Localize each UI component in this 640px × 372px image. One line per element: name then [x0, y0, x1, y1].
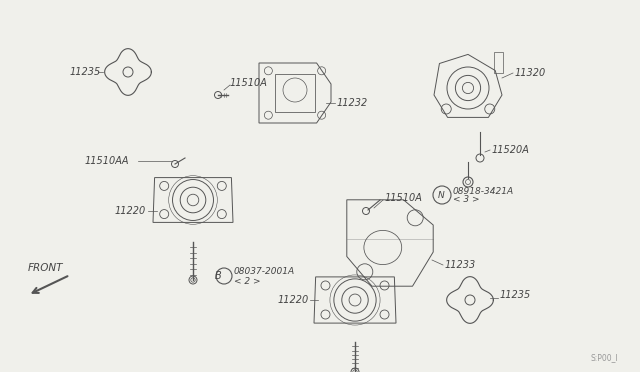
- Text: 11220: 11220: [278, 295, 309, 305]
- Text: 11520A: 11520A: [492, 145, 530, 155]
- Text: 11235: 11235: [500, 290, 531, 300]
- Text: 11320: 11320: [515, 68, 547, 78]
- Text: < 2 >: < 2 >: [234, 276, 260, 285]
- Text: 11232: 11232: [337, 98, 368, 108]
- Text: 11510AA: 11510AA: [85, 156, 129, 166]
- Text: S:P00_I: S:P00_I: [590, 353, 618, 362]
- Text: 11510A: 11510A: [230, 78, 268, 88]
- Text: B: B: [214, 271, 221, 281]
- Text: < 3 >: < 3 >: [453, 196, 479, 205]
- Text: 11510A: 11510A: [385, 193, 423, 203]
- Text: N: N: [438, 190, 444, 199]
- Text: 11220: 11220: [115, 206, 147, 216]
- Text: 08918-3421A: 08918-3421A: [453, 186, 514, 196]
- Text: FRONT: FRONT: [28, 263, 63, 273]
- Text: 11235: 11235: [70, 67, 101, 77]
- Text: 08037-2001A: 08037-2001A: [234, 267, 295, 276]
- Text: 11233: 11233: [445, 260, 476, 270]
